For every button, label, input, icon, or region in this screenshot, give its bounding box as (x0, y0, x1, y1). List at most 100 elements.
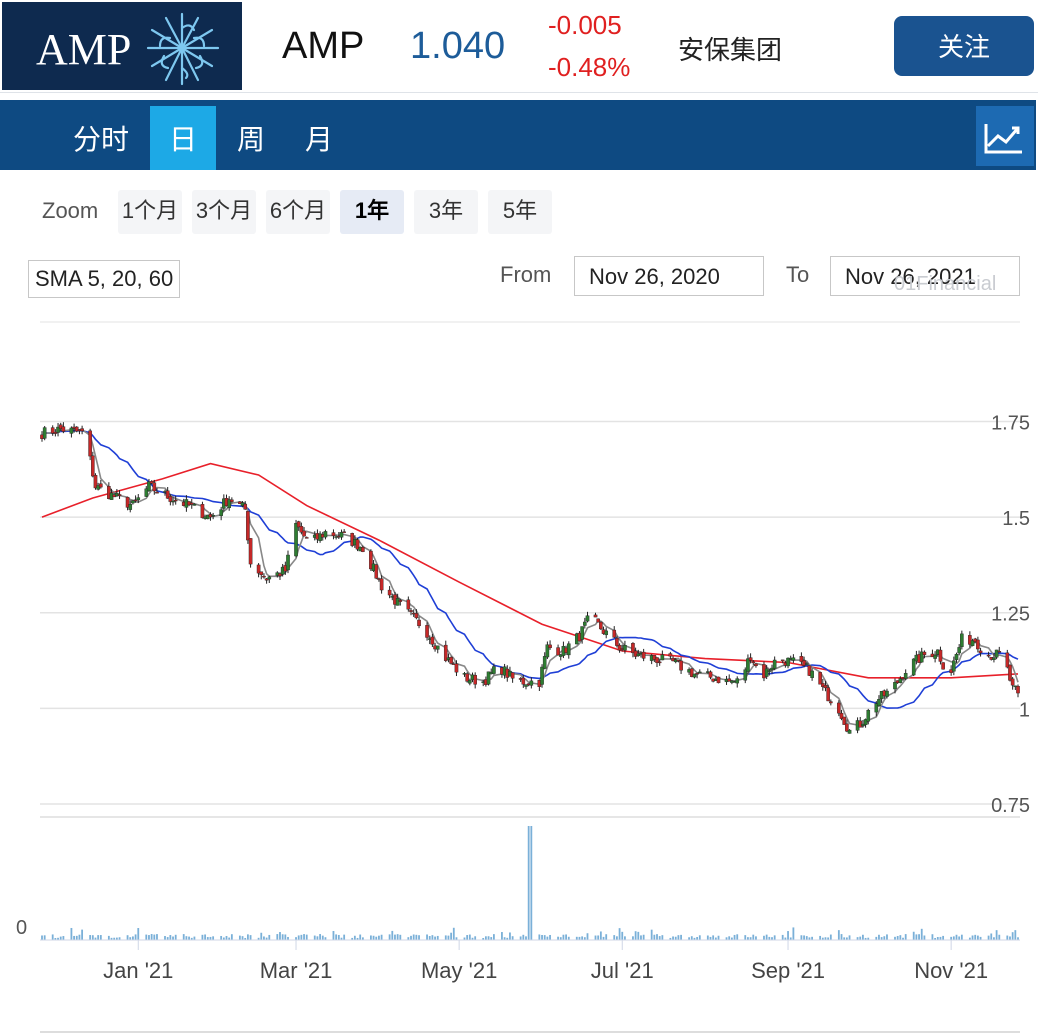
candle-body (451, 663, 456, 665)
candle-body (970, 640, 975, 646)
volume-bar (57, 937, 59, 940)
candle-body (574, 633, 579, 645)
candle-body (74, 426, 79, 432)
tab-intraday[interactable]: 分时 (72, 124, 129, 155)
x-tick-label: Mar '21 (260, 958, 333, 983)
volume-bar (730, 937, 733, 940)
line-chart-icon[interactable] (976, 106, 1034, 166)
volume-bar (950, 936, 953, 940)
tab-daily[interactable]: 日 (150, 110, 216, 170)
time-axis: Jan '21 Mar '21 May '21 Jul '21 Sep '21 Nov '… (103, 940, 988, 983)
volume-bar (1017, 937, 1019, 940)
volume-bar (372, 935, 375, 940)
volume-bar (110, 937, 113, 940)
volume-bar (444, 935, 447, 940)
candle-body (697, 671, 702, 674)
volume-bar (621, 931, 624, 940)
volume-bar (511, 936, 514, 940)
volume-bar (653, 934, 656, 940)
zoom-3-month-button[interactable]: 3个月 (192, 190, 256, 234)
candle-body (374, 564, 379, 579)
sma-60-layer (41, 462, 1019, 679)
y-tick-label: 1.75 (991, 412, 1030, 434)
candle-body (262, 575, 266, 578)
volume-bar (54, 937, 57, 940)
candle-body (558, 654, 563, 657)
volume-bar (712, 935, 715, 940)
volume-bar (263, 936, 265, 940)
volume-bar (220, 935, 223, 940)
candle-body (508, 670, 512, 677)
candle-body (657, 661, 662, 664)
candle-body (334, 536, 338, 538)
to-date-input[interactable]: Nov 26, 2021 (830, 256, 1020, 296)
candle-body (976, 639, 980, 650)
candle-body (208, 514, 213, 518)
volume-bar (268, 934, 271, 940)
candle-body (128, 504, 133, 510)
from-date-input[interactable]: Nov 26, 2020 (574, 256, 764, 296)
volume-bar (115, 937, 118, 940)
candle-body (361, 547, 365, 552)
candle-body (615, 638, 619, 646)
candle-body (537, 680, 542, 687)
candle-body (189, 502, 194, 505)
volume-bar (979, 936, 982, 940)
volume-bar (519, 936, 522, 940)
follow-button[interactable]: 关注 (894, 16, 1034, 76)
candle-body (296, 521, 301, 528)
volume-bar (616, 936, 618, 940)
volume-bar (661, 935, 664, 940)
volume-bar (201, 934, 204, 940)
volume-bar (466, 935, 469, 940)
volume-bar (212, 936, 215, 940)
volume-bar (450, 932, 453, 940)
candle-body (302, 530, 306, 537)
candle-body (845, 723, 849, 732)
volume-bar (359, 934, 362, 940)
indicator-selector[interactable]: SMA 5, 20, 60 (28, 260, 181, 298)
volume-bar (452, 927, 455, 940)
candle-body (342, 531, 346, 533)
volume-bar (995, 930, 998, 940)
candle-body (673, 659, 678, 663)
volume-bar (717, 935, 720, 940)
volume-bar (867, 937, 870, 940)
candle-body (810, 670, 814, 678)
candle-body (903, 673, 908, 679)
candle-body (331, 532, 336, 536)
candle-body (219, 509, 223, 516)
volume-bar (399, 934, 402, 940)
chart-type-toggle[interactable] (976, 106, 1034, 166)
tab-weekly[interactable]: 周 (236, 124, 265, 155)
volume-bar (91, 935, 94, 940)
candle-body (917, 654, 921, 663)
volume-bar (51, 934, 54, 940)
candle-body (542, 656, 547, 669)
candle-body (689, 668, 694, 677)
zoom-3-year-button[interactable]: 3年 (414, 190, 478, 234)
zoom-1-month-button[interactable]: 1个月 (118, 190, 182, 234)
volume-bar (244, 937, 247, 940)
volume-bar (976, 935, 979, 940)
volume-bar (482, 937, 485, 940)
volume-bar (618, 928, 621, 940)
zoom-6-month-button[interactable]: 6个月 (266, 190, 330, 234)
candle-body (866, 709, 871, 722)
candle-body (200, 504, 205, 519)
volume-bar (784, 937, 787, 940)
volume-bar (260, 932, 263, 940)
zoom-1-year-button[interactable]: 1年 (340, 190, 404, 234)
candle-body (633, 650, 638, 657)
zoom-5-year-button[interactable]: 5年 (488, 190, 552, 234)
candle-body (69, 427, 74, 434)
candle-body (968, 635, 972, 645)
tab-monthly[interactable]: 月 (304, 124, 333, 155)
candle-body (473, 674, 477, 685)
candle-body (387, 589, 392, 596)
volume-bar (391, 930, 394, 940)
candle-body (540, 666, 544, 685)
candle-body (454, 663, 459, 673)
candle-body (264, 578, 269, 581)
candle-body (510, 672, 515, 679)
